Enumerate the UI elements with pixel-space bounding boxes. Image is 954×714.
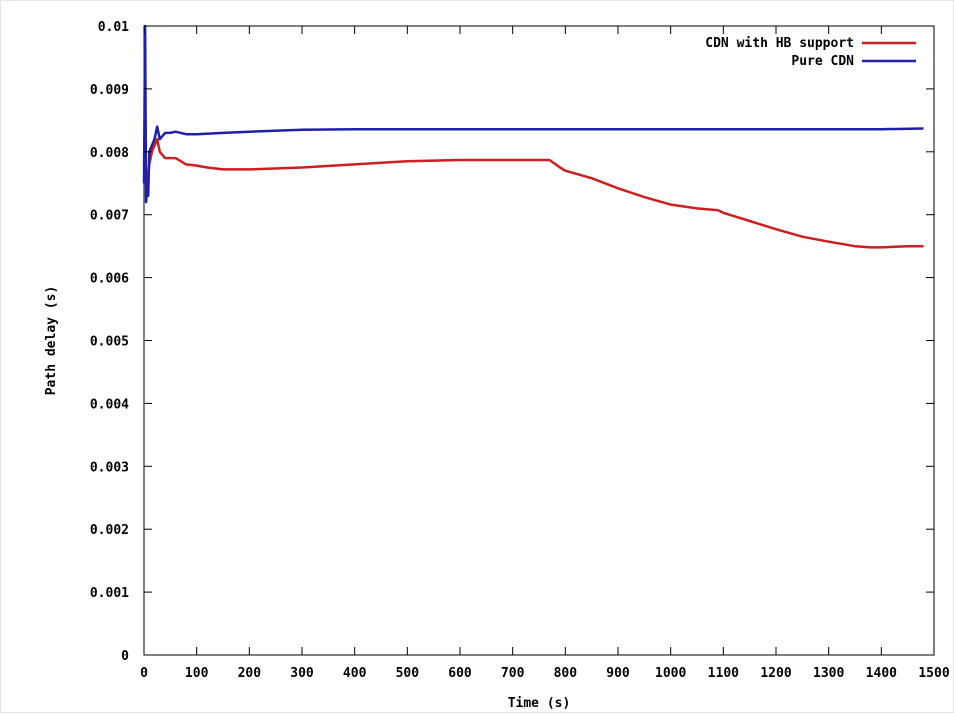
plot-area [143, 25, 935, 656]
x-tick-label: 600 [448, 666, 472, 681]
y-axis-label: Path delay (s) [44, 286, 59, 396]
x-tick-label: 1300 [813, 666, 844, 681]
y-tick-label: 0.009 [90, 83, 129, 98]
x-tick-label: 900 [606, 666, 630, 681]
y-tick-label: 0.007 [90, 209, 129, 224]
y-tick-label: 0.008 [90, 146, 129, 161]
y-tick-label: 0.01 [98, 20, 129, 35]
x-tick-label: 0 [140, 666, 148, 681]
x-tick-label: 400 [343, 666, 367, 681]
x-tick-label: 500 [396, 666, 420, 681]
x-tick-label: 800 [554, 666, 578, 681]
x-tick-label: 100 [185, 666, 209, 681]
y-tick-label: 0.001 [90, 586, 129, 601]
x-tick-label: 300 [290, 666, 314, 681]
legend-label: Pure CDN [791, 54, 854, 69]
series-layer [142, 24, 924, 249]
x-tick-label: 1400 [866, 666, 897, 681]
x-axis-label: Time (s) [508, 696, 571, 711]
x-tick-label: 700 [501, 666, 525, 681]
legend-label: CDN with HB support [705, 36, 854, 51]
y-tick-label: 0.002 [90, 523, 129, 538]
y-tick-label: 0.003 [90, 460, 129, 475]
x-tick-label: 1200 [760, 666, 791, 681]
x-tick-label: 1100 [708, 666, 739, 681]
x-tick-label: 1500 [918, 666, 949, 681]
series-line-cdn-with-hb-support [142, 137, 924, 249]
y-tick-label: 0.005 [90, 335, 129, 350]
series-line-pure-cdn [142, 24, 924, 204]
y-tick-label: 0.004 [90, 397, 129, 412]
legend: CDN with HB support Pure CDN [705, 36, 916, 69]
y-tick-label: 0 [121, 649, 129, 664]
x-tick-label: 200 [238, 666, 262, 681]
y-tick-label: 0.006 [90, 272, 129, 287]
plot-border [143, 25, 935, 656]
ticks-layer: 0 100 200 300 400 500 600 700 800 900 1000 1100 1200… [90, 20, 950, 681]
x-tick-label: 1000 [655, 666, 686, 681]
